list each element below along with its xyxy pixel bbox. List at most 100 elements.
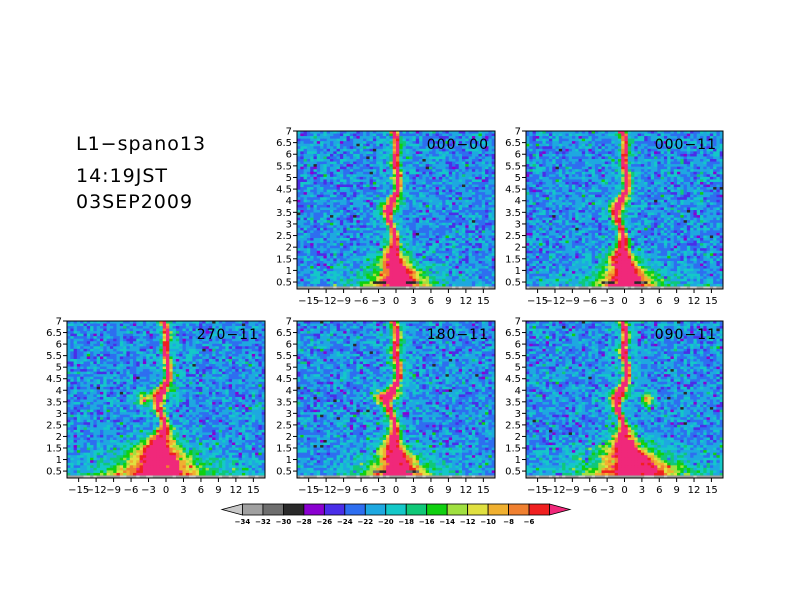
y-tick-label: 0.5 — [276, 278, 292, 289]
y-tick-label: 5.5 — [46, 351, 62, 362]
x-tick-label: −3 — [371, 296, 386, 307]
colorbar-label: −18 — [398, 518, 414, 526]
x-tick-label: 6 — [656, 296, 662, 307]
colorbar-swatch — [446, 503, 469, 516]
panel-label: 000−00 — [427, 137, 489, 153]
y-tick-label: 0.5 — [46, 467, 62, 478]
y-tick-label: 6 — [56, 340, 62, 351]
y-tick-label: 2 — [56, 432, 62, 443]
colorbar: −34 −32 −30 −28 −26 −24 −22 −20 −18 −16 −14 −12 −10−… — [220, 503, 572, 526]
panel-00011: 0.511.522.533.544.555.566.57−15−12 −9 −6 −3… — [505, 127, 724, 307]
y-tick-label: 3 — [515, 219, 521, 230]
x-tick-label: −15 — [298, 296, 319, 307]
x-tick-label: −15 — [527, 485, 548, 496]
time-label: 14:19JST — [76, 165, 169, 187]
x-tick-label: −12 — [316, 485, 337, 496]
colorbar-label: −22 — [357, 518, 373, 526]
x-tick-label: 15 — [477, 485, 490, 496]
colorbar-swatch — [487, 503, 509, 516]
colorbar-swatch — [242, 503, 264, 516]
x-tick-label: 6 — [428, 296, 434, 307]
x-tick-label: −9 — [565, 296, 580, 307]
colorbar-swatch — [364, 503, 387, 516]
panel-27011: 0.511.522.533.544.555.566.57−15−12 −9 −6 −3… — [46, 317, 266, 496]
colorbar-label: −14 — [439, 518, 455, 526]
colorbar-label: −26 — [317, 518, 333, 526]
x-tick-label: 12 — [460, 296, 473, 307]
x-tick-label: 15 — [705, 296, 718, 307]
y-tick-label: 5 — [286, 173, 292, 184]
y-tick-label: 5.5 — [276, 161, 292, 172]
x-tick-label: −6 — [354, 485, 369, 496]
y-tick-label: 5 — [515, 173, 521, 184]
y-tick-label: 6 — [286, 150, 292, 161]
heatmap-cells — [297, 321, 495, 478]
y-tick-label: 3.5 — [505, 208, 521, 219]
y-tick-label: 5 — [56, 363, 62, 374]
y-tick-label: 7 — [515, 127, 521, 138]
y-tick-label: 1.5 — [276, 254, 292, 265]
x-tick-label: 9 — [445, 485, 451, 496]
y-tick-label: 1 — [56, 455, 62, 466]
y-tick-label: 3 — [286, 409, 292, 420]
x-tick-label: 15 — [705, 485, 718, 496]
x-tick-label: 0 — [393, 296, 399, 307]
y-tick-label: 3.5 — [46, 397, 62, 408]
x-tick-label: −9 — [336, 296, 351, 307]
heatmap-cells — [526, 131, 723, 289]
y-tick-label: 4 — [56, 386, 62, 397]
x-tick-label: −3 — [141, 485, 156, 496]
colorbar-label: −34 — [235, 518, 251, 526]
y-tick-label: 5 — [286, 363, 292, 374]
x-tick-label: −9 — [565, 485, 580, 496]
colorbar-swatch — [467, 503, 489, 516]
x-tick-label: −3 — [600, 485, 615, 496]
y-tick-label: 2 — [515, 243, 521, 254]
colorbar-label: −12 — [460, 518, 476, 526]
y-tick-label: 6 — [286, 340, 292, 351]
x-tick-label: −9 — [336, 485, 351, 496]
y-tick-label: 2.5 — [505, 420, 521, 431]
y-tick-label: 2.5 — [46, 420, 62, 431]
x-tick-label: 3 — [410, 485, 416, 496]
x-tick-label: 9 — [673, 296, 679, 307]
x-tick-label: 9 — [673, 485, 679, 496]
x-tick-label: −12 — [544, 296, 565, 307]
colorbar-end-low — [220, 503, 243, 516]
x-tick-label: −6 — [354, 296, 369, 307]
y-tick-label: 6 — [515, 150, 521, 161]
y-tick-label: 3.5 — [505, 397, 521, 408]
colorbar-label: −32 — [255, 518, 271, 526]
y-tick-label: 3 — [56, 409, 62, 420]
panel-label: 000−11 — [655, 137, 717, 153]
x-tick-label: 15 — [477, 296, 490, 307]
x-tick-label: 12 — [688, 296, 701, 307]
x-tick-label: −6 — [582, 296, 597, 307]
x-tick-label: 15 — [247, 485, 260, 496]
y-tick-label: 1.5 — [276, 443, 292, 454]
panel-18011: 0.511.522.533.544.555.566.57−15−12 −9 −6 −3… — [276, 317, 496, 496]
colorbar-label: −16 — [419, 518, 435, 526]
y-tick-label: 6.5 — [505, 138, 521, 149]
y-tick-label: 4 — [515, 196, 521, 207]
x-tick-label: −12 — [86, 485, 107, 496]
x-tick-label: −3 — [600, 296, 615, 307]
y-tick-label: 2 — [515, 432, 521, 443]
y-tick-label: 3.5 — [276, 208, 292, 219]
x-tick-label: −15 — [68, 485, 89, 496]
x-tick-label: 12 — [230, 485, 243, 496]
case-name: L1−spano13 — [76, 133, 207, 155]
y-tick-label: 0.5 — [505, 278, 521, 289]
y-tick-label: 4 — [286, 196, 292, 207]
y-tick-label: 7 — [286, 127, 292, 138]
y-tick-label: 4 — [286, 386, 292, 397]
x-tick-label: 0 — [621, 485, 627, 496]
y-tick-label: 4.5 — [276, 185, 292, 196]
y-tick-label: 1.5 — [505, 443, 521, 454]
y-tick-label: 2 — [286, 432, 292, 443]
y-tick-label: 0.5 — [505, 467, 521, 478]
colorbar-label: −30 — [276, 518, 292, 526]
colorbar-swatch — [344, 503, 366, 516]
heatmap-cells — [67, 321, 265, 478]
